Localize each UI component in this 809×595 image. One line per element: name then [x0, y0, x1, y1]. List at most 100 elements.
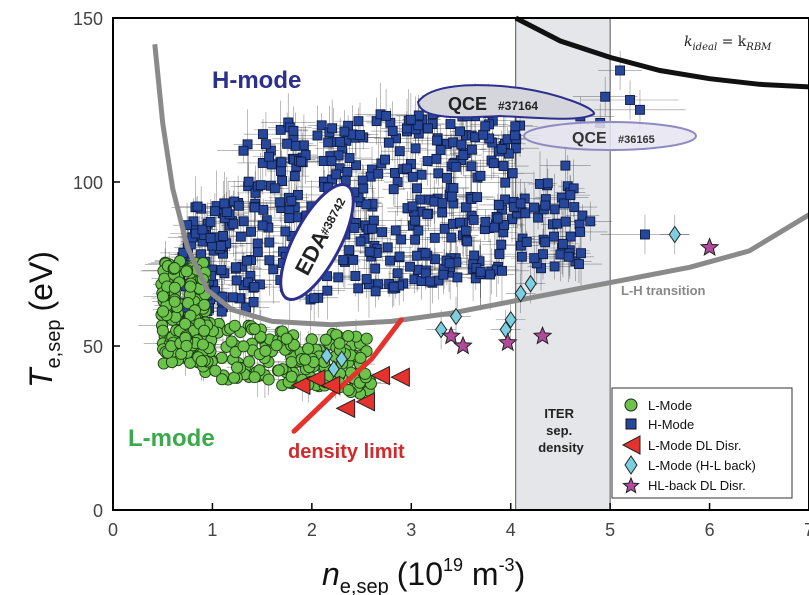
hl-back-dl-point	[441, 325, 461, 345]
h-mode-point	[432, 135, 443, 146]
l-mode-point	[156, 305, 170, 318]
l-mode-point	[237, 340, 250, 353]
h-mode-point	[458, 150, 469, 160]
h-mode-point	[333, 150, 344, 161]
h-mode-point	[460, 225, 471, 236]
h-mode-point	[498, 161, 509, 171]
h-mode-point	[275, 197, 286, 208]
l-mode-point	[180, 339, 193, 352]
h-mode-point	[557, 238, 568, 249]
h-mode-point	[420, 268, 431, 279]
series-hl-back-dl	[441, 237, 720, 355]
l-mode-hl-back-point	[524, 274, 537, 293]
l-mode-point	[180, 265, 193, 278]
h-mode-point	[335, 136, 346, 147]
h-mode-point	[412, 183, 422, 194]
l-mode-hl-back-point	[327, 360, 340, 378]
h-mode-point	[499, 220, 510, 230]
h-mode-point	[462, 236, 473, 247]
l-mode-point	[168, 262, 181, 275]
h-mode-point	[520, 208, 531, 219]
h-mode-point	[290, 140, 301, 151]
l-mode-point	[285, 370, 298, 383]
h-mode-point	[333, 272, 344, 283]
plot-frame	[112, 17, 809, 511]
h-mode-point	[475, 266, 486, 277]
h-mode-point	[380, 154, 390, 165]
h-mode-point	[496, 144, 507, 154]
h-mode-point	[600, 91, 611, 102]
h-mode-point	[361, 199, 372, 210]
h-mode-point	[205, 217, 216, 227]
h-mode-point	[219, 198, 230, 209]
series-l-mode	[155, 255, 377, 400]
h-mode-point	[429, 196, 440, 207]
h-mode-point	[215, 240, 226, 251]
l-mode-dl-point	[305, 368, 326, 389]
h-mode-point	[238, 216, 249, 227]
h-mode-point	[381, 110, 392, 121]
h-mode-point	[312, 130, 323, 141]
ideal-rbm-curve	[514, 15, 809, 90]
l-mode-point	[262, 373, 275, 386]
h-mode-point	[331, 169, 342, 180]
l-mode-point	[156, 324, 169, 337]
h-mode-point	[507, 168, 518, 179]
qce1-label: QCE	[448, 94, 487, 114]
qce2-ellipse	[523, 121, 697, 151]
h-mode-point	[515, 198, 526, 209]
h-mode-point	[438, 269, 449, 280]
qce2-shot-label: #36165	[618, 134, 655, 146]
h-mode-point	[455, 126, 465, 137]
legend-marker-l-mode-hl-back	[624, 455, 638, 475]
h-mode-point	[439, 223, 450, 234]
l-mode-dl-point	[390, 367, 410, 387]
l-mode-dl-point	[320, 375, 341, 396]
h-mode-point	[344, 245, 355, 256]
h-mode-point	[296, 156, 307, 167]
h-mode-point	[407, 201, 418, 212]
l-mode-point	[302, 342, 315, 355]
h-mode-point	[264, 237, 275, 248]
l-mode-point	[196, 338, 209, 351]
h-mode-point	[475, 170, 486, 181]
h-mode-point	[209, 206, 220, 217]
h-mode-point	[468, 214, 479, 225]
h-mode-point	[309, 293, 320, 304]
h-mode-point	[540, 237, 551, 248]
l-mode-point	[209, 364, 222, 377]
h-mode-point	[276, 166, 286, 177]
h-mode-point	[448, 183, 459, 194]
l-mode-point	[215, 373, 229, 386]
h-mode-point	[437, 198, 448, 209]
legend-marker-l-mode-dl	[621, 435, 641, 455]
h-mode-point	[277, 176, 288, 186]
h-mode-point	[431, 153, 442, 164]
h-mode-point	[410, 234, 421, 245]
h-mode-point	[480, 216, 491, 227]
legend-label-hl-back-dl: HL-back DL Disr.	[648, 478, 746, 493]
y-axis-units: (eV)	[23, 251, 59, 311]
h-mode-point	[221, 207, 232, 217]
h-mode-point	[510, 143, 521, 154]
h-mode-point	[405, 114, 416, 125]
legend-marker-l-mode	[624, 398, 638, 412]
h-mode-point	[507, 214, 517, 225]
x-axis-close: )	[515, 556, 526, 592]
h-mode-point	[269, 183, 280, 194]
h-mode-point	[450, 161, 461, 172]
h-mode-point	[405, 261, 416, 272]
h-mode-point	[394, 146, 405, 157]
qce-region-1: QCE #37164	[416, 84, 595, 120]
h-mode-point	[370, 263, 381, 274]
l-mode-point	[342, 329, 355, 343]
h-mode-point	[494, 249, 505, 260]
iter-label-line1: ITER	[544, 406, 574, 421]
h-mode-point	[322, 285, 333, 296]
series-h-mode	[173, 65, 650, 321]
l-mode-point	[198, 298, 211, 311]
h-mode-point	[422, 123, 433, 134]
l-mode-point	[195, 355, 208, 368]
x-tick-label: 0	[108, 520, 118, 540]
